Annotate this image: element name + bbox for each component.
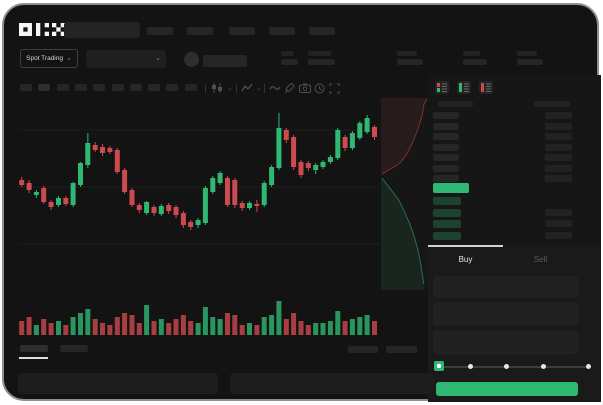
timeframe-button[interactable]: [56, 84, 69, 91]
camera-icon[interactable]: [299, 83, 311, 93]
tab-buy-label: Buy: [458, 255, 473, 264]
orders-table-placeholder: [18, 373, 218, 394]
candle-style-icon[interactable]: [211, 83, 223, 93]
timeframe-button[interactable]: [20, 84, 32, 91]
timeframe-button[interactable]: [74, 84, 87, 91]
nav-item[interactable]: [147, 27, 173, 35]
price-input[interactable]: [433, 276, 578, 298]
slider-step-dot[interactable]: [504, 364, 509, 369]
slider-step-dot[interactable]: [541, 364, 546, 369]
ask-price[interactable]: [433, 133, 459, 140]
active-tab-indicator: [428, 245, 503, 247]
toolbar-divider: [205, 84, 206, 93]
buy-submit-button[interactable]: [436, 382, 578, 396]
slider-handle-center: [437, 364, 441, 368]
indicators-icon[interactable]: [241, 83, 253, 93]
bid-amount[interactable]: [545, 232, 572, 239]
bid-amount[interactable]: [545, 208, 572, 216]
stat-label: [308, 51, 331, 56]
ask-amount[interactable]: [545, 122, 572, 130]
coin-icon: [184, 52, 199, 67]
ask-amount[interactable]: [545, 133, 572, 140]
bid-price[interactable]: [433, 220, 461, 229]
stat-label: [517, 51, 537, 56]
ask-price[interactable]: [433, 164, 459, 172]
total-input[interactable]: [433, 330, 578, 354]
tab-sell[interactable]: Sell: [503, 255, 578, 264]
timeframe-button[interactable]: [148, 84, 161, 91]
bid-price[interactable]: [433, 208, 461, 217]
okx-logo[interactable]: [19, 23, 65, 36]
amount-slider-track[interactable]: [438, 366, 588, 368]
ask-price[interactable]: [433, 122, 459, 130]
ask-amount[interactable]: [545, 175, 572, 182]
bottom-link-1[interactable]: [348, 346, 378, 353]
pair-name-placeholder: [203, 55, 247, 67]
bid-amount[interactable]: [545, 220, 572, 228]
toolbar-divider: [236, 84, 237, 93]
timeframe-button[interactable]: [111, 84, 124, 91]
stat-value: [517, 59, 543, 65]
timeframe-button[interactable]: [184, 84, 197, 91]
bottom-tab-order-history[interactable]: [60, 345, 88, 352]
orderbook-header-amount: [533, 101, 571, 107]
ask-amount[interactable]: [545, 154, 572, 161]
stat-label: [397, 51, 417, 56]
stat-value: [397, 59, 423, 65]
pair-dropdown[interactable]: [86, 50, 166, 68]
slider-step-dot[interactable]: [468, 364, 473, 369]
nav-item[interactable]: [229, 27, 255, 35]
depth-chart[interactable]: [381, 97, 428, 290]
line-overlay-icon[interactable]: [269, 83, 281, 93]
chevron-down-icon[interactable]: ⌄: [256, 85, 262, 92]
bottom-tab-open-orders[interactable]: [20, 345, 48, 352]
last-price-badge[interactable]: [433, 183, 469, 193]
ask-amount[interactable]: [545, 164, 572, 172]
chevron-down-icon[interactable]: ⌄: [227, 85, 233, 92]
ask-amount[interactable]: [545, 143, 572, 151]
timeframe-button[interactable]: [38, 84, 51, 91]
nav-item[interactable]: [187, 27, 213, 35]
candlestick-chart[interactable]: [18, 97, 380, 337]
ask-price[interactable]: [433, 154, 459, 161]
timeframe-button[interactable]: [93, 84, 106, 91]
market-type-dropdown[interactable]: Spot Trading ⌄: [20, 49, 78, 68]
market-type-label: Spot Trading: [26, 55, 63, 62]
ask-amount[interactable]: [545, 112, 572, 119]
orders-table-placeholder-2: [230, 373, 435, 394]
amount-input[interactable]: [433, 302, 578, 326]
stat-label: [281, 51, 294, 56]
slider-handle[interactable]: [434, 361, 444, 371]
ask-price[interactable]: [433, 112, 459, 119]
chevron-down-icon: ⌄: [155, 55, 161, 62]
search-input[interactable]: [64, 22, 140, 38]
fullscreen-icon[interactable]: [329, 83, 340, 94]
nav-item[interactable]: [309, 27, 335, 35]
toolbar-divider: [264, 84, 265, 93]
timeframe-button[interactable]: [129, 84, 142, 91]
ask-price[interactable]: [433, 175, 459, 182]
orderbook-mode-asks-icon[interactable]: [479, 81, 493, 94]
replay-clock-icon[interactable]: [314, 83, 325, 94]
stat-value: [281, 59, 298, 65]
bid-price[interactable]: [433, 232, 461, 240]
orderbook-mode-combined-icon[interactable]: [435, 81, 449, 94]
timeframe-button[interactable]: [166, 84, 179, 91]
chevron-down-icon: ⌄: [65, 55, 72, 62]
tab-sell-label: Sell: [533, 255, 548, 264]
draw-tool-icon[interactable]: [284, 83, 295, 94]
bid-price[interactable]: [433, 197, 461, 205]
bottom-link-2[interactable]: [386, 346, 417, 353]
ask-price[interactable]: [433, 143, 459, 151]
bottom-tab-underline: [19, 357, 48, 359]
stat-label: [463, 51, 480, 56]
orderbook-header-price: [437, 101, 473, 107]
stat-value: [463, 59, 487, 65]
orderbook-mode-bids-icon[interactable]: [457, 81, 471, 94]
slider-step-dot[interactable]: [586, 364, 591, 369]
nav-item[interactable]: [269, 27, 295, 35]
tab-buy[interactable]: Buy: [428, 255, 503, 264]
stat-value: [308, 59, 335, 65]
